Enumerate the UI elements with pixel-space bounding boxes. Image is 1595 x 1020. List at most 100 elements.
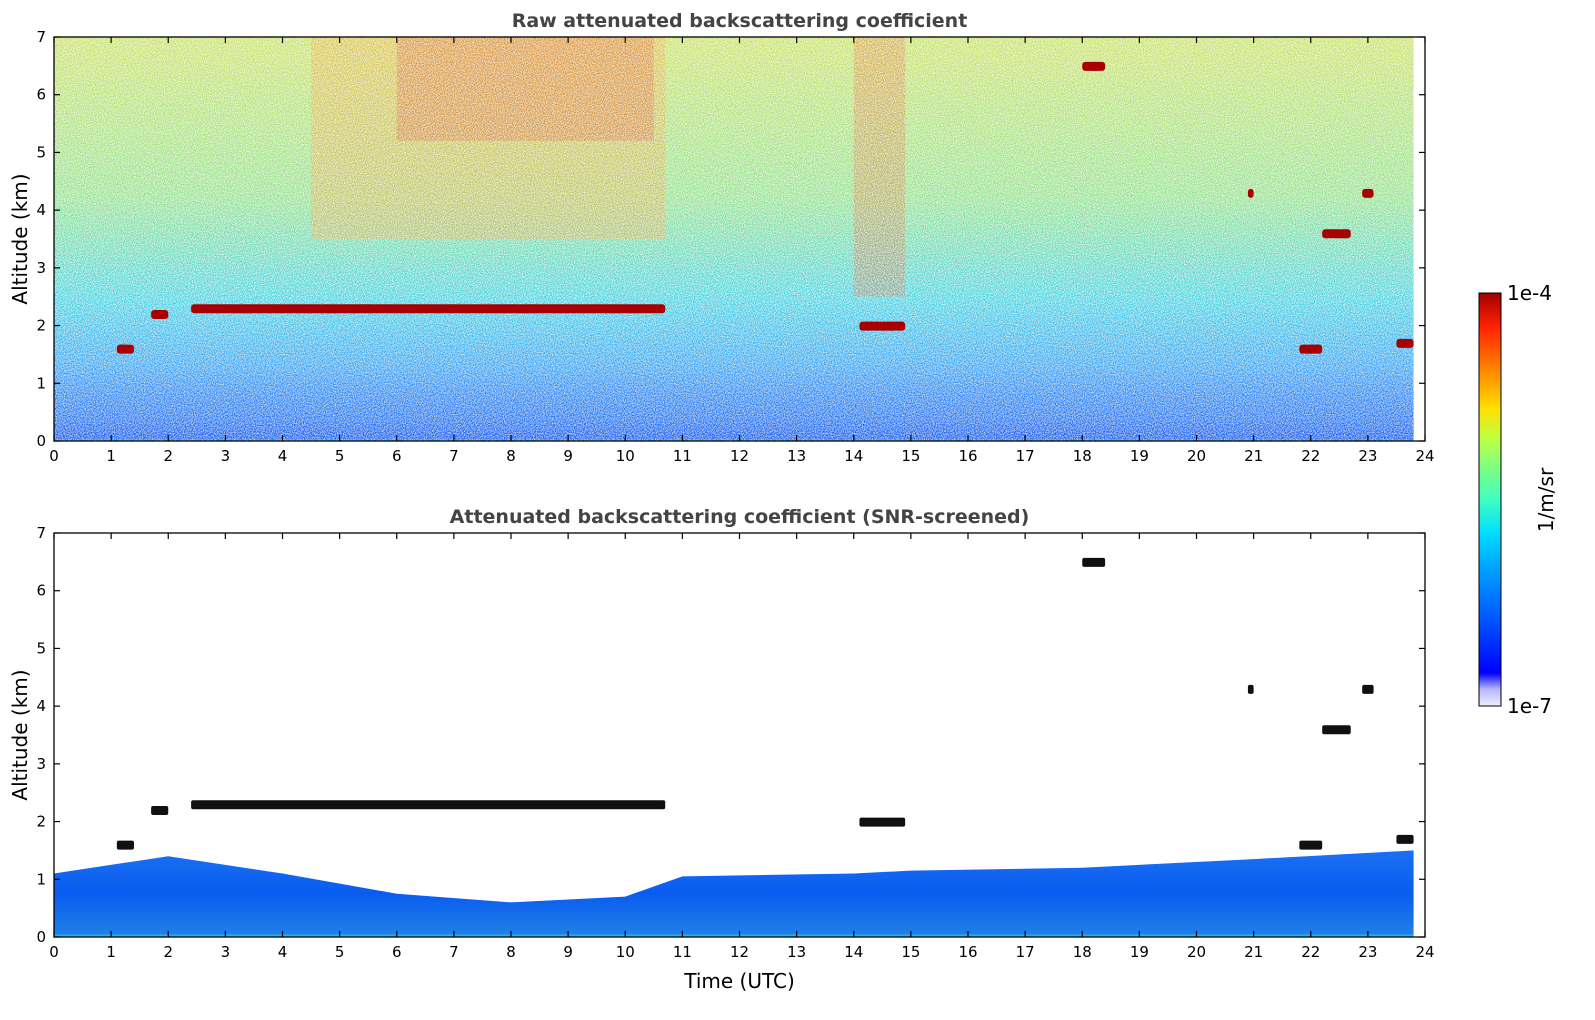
x-tick-label: 16 bbox=[958, 447, 977, 465]
cloud-layer bbox=[859, 817, 906, 827]
y-axis-label: Altitude (km) bbox=[8, 669, 32, 800]
panel-title: Raw attenuated backscattering coefficien… bbox=[512, 10, 968, 32]
cloud-layer bbox=[1396, 338, 1414, 348]
y-tick-label: 7 bbox=[36, 28, 46, 46]
y-tick-label: 4 bbox=[36, 697, 46, 715]
colorbar-max-label: 1e-4 bbox=[1507, 281, 1552, 305]
cloud-layer bbox=[1362, 684, 1374, 694]
cloud-layer bbox=[1362, 188, 1374, 198]
screened-backscatter-heatmap bbox=[54, 557, 1414, 937]
x-tick-label: 3 bbox=[221, 943, 231, 961]
cloud-layer bbox=[1247, 188, 1254, 198]
x-tick-label: 11 bbox=[673, 943, 692, 961]
x-tick-label: 19 bbox=[1130, 447, 1149, 465]
cloud-layer bbox=[859, 321, 906, 331]
y-tick-label: 5 bbox=[36, 639, 46, 657]
y-tick-label: 6 bbox=[36, 86, 46, 104]
cloud-layer bbox=[116, 840, 134, 850]
x-tick-label: 3 bbox=[221, 447, 231, 465]
cloud-layer bbox=[116, 344, 134, 354]
cloud-layer bbox=[151, 310, 169, 320]
x-tick-label: 4 bbox=[278, 447, 288, 465]
x-tick-label: 12 bbox=[730, 943, 749, 961]
x-axis-label: Time (UTC) bbox=[683, 969, 795, 993]
x-tick-label: 15 bbox=[901, 447, 920, 465]
x-tick-label: 14 bbox=[844, 943, 863, 961]
y-tick-label: 0 bbox=[36, 432, 46, 450]
x-tick-label: 0 bbox=[49, 447, 59, 465]
boundary-layer-region bbox=[54, 850, 1414, 937]
cloud-layer bbox=[1299, 840, 1323, 850]
x-tick-label: 18 bbox=[1073, 447, 1092, 465]
panel-title: Attenuated backscattering coefficient (S… bbox=[450, 506, 1030, 528]
x-tick-label: 5 bbox=[335, 943, 345, 961]
x-tick-label: 22 bbox=[1301, 447, 1320, 465]
x-tick-label: 9 bbox=[563, 447, 573, 465]
y-tick-label: 3 bbox=[36, 755, 46, 773]
cloud-layer bbox=[1247, 684, 1254, 694]
colorbar-gradient bbox=[1478, 292, 1502, 707]
x-tick-label: 22 bbox=[1301, 943, 1320, 961]
x-tick-label: 11 bbox=[673, 447, 692, 465]
x-tick-label: 15 bbox=[901, 943, 920, 961]
x-tick-label: 1 bbox=[106, 447, 116, 465]
colorbar: 1e-4 1e-7 1/m/sr bbox=[1478, 281, 1558, 718]
x-tick-label: 10 bbox=[616, 447, 635, 465]
x-tick-label: 24 bbox=[1415, 447, 1434, 465]
heatmap-noise bbox=[54, 37, 1414, 441]
colorbar-min-label: 1e-7 bbox=[1507, 694, 1552, 718]
x-tick-label: 2 bbox=[163, 447, 173, 465]
x-tick-label: 21 bbox=[1244, 447, 1263, 465]
raw-backscatter-heatmap bbox=[54, 37, 1414, 441]
y-tick-label: 4 bbox=[36, 201, 46, 219]
x-tick-label: 1 bbox=[106, 943, 116, 961]
raw-backscatter-panel: 0 1 2 3 4 5 6 7 8 9 10 11 12 13 14 15 16 17 18 19 20 21 22 23 24… bbox=[8, 10, 1435, 465]
x-tick-label: 17 bbox=[1016, 447, 1035, 465]
x-tick-label: 2 bbox=[163, 943, 173, 961]
cloud-layer bbox=[1322, 229, 1351, 239]
x-tick-label: 6 bbox=[392, 943, 402, 961]
x-tick-label: 8 bbox=[506, 943, 516, 961]
x-tick-label: 13 bbox=[787, 447, 806, 465]
cloud-layer bbox=[151, 806, 169, 816]
y-tick-label: 6 bbox=[36, 582, 46, 600]
x-tick-label: 6 bbox=[392, 447, 402, 465]
y-tick-label: 0 bbox=[36, 928, 46, 946]
y-tick-label: 1 bbox=[36, 870, 46, 888]
x-tick-label: 16 bbox=[958, 943, 977, 961]
x-tick-label: 17 bbox=[1016, 943, 1035, 961]
x-tick-label: 20 bbox=[1187, 943, 1206, 961]
x-tick-label: 7 bbox=[449, 447, 459, 465]
cloud-layer bbox=[1322, 725, 1351, 735]
x-tick-label: 4 bbox=[278, 943, 288, 961]
cloud-layer bbox=[1299, 344, 1323, 354]
x-tick-label: 14 bbox=[844, 447, 863, 465]
x-tick-label: 20 bbox=[1187, 447, 1206, 465]
cloud-layer bbox=[1396, 834, 1414, 844]
y-tick-label: 2 bbox=[36, 317, 46, 335]
x-tick-label: 23 bbox=[1358, 943, 1377, 961]
y-tick-label: 5 bbox=[36, 143, 46, 161]
x-tick-label: 19 bbox=[1130, 943, 1149, 961]
cloud-layer bbox=[1082, 61, 1106, 71]
cloud-layer bbox=[191, 800, 666, 810]
x-tick-label: 24 bbox=[1415, 943, 1434, 961]
x-tick-label: 12 bbox=[730, 447, 749, 465]
x-tick-label: 9 bbox=[563, 943, 573, 961]
x-tick-label: 18 bbox=[1073, 943, 1092, 961]
x-tick-label: 10 bbox=[616, 943, 635, 961]
x-tick-label: 8 bbox=[506, 447, 516, 465]
y-tick-label: 1 bbox=[36, 374, 46, 392]
x-tick-label: 5 bbox=[335, 447, 345, 465]
axis-ticks: 0 1 2 3 4 5 6 7 8 9 10 11 12 13 14 15 16 17 18 19 20 21 22 23 24… bbox=[36, 28, 1434, 465]
colorbar-unit-label: 1/m/sr bbox=[1534, 467, 1558, 532]
cloud-layer bbox=[191, 304, 666, 314]
y-tick-label: 3 bbox=[36, 259, 46, 277]
x-tick-label: 0 bbox=[49, 943, 59, 961]
x-tick-label: 21 bbox=[1244, 943, 1263, 961]
y-axis-label: Altitude (km) bbox=[8, 173, 32, 304]
y-tick-label: 2 bbox=[36, 813, 46, 831]
x-tick-label: 7 bbox=[449, 943, 459, 961]
x-tick-label: 23 bbox=[1358, 447, 1377, 465]
